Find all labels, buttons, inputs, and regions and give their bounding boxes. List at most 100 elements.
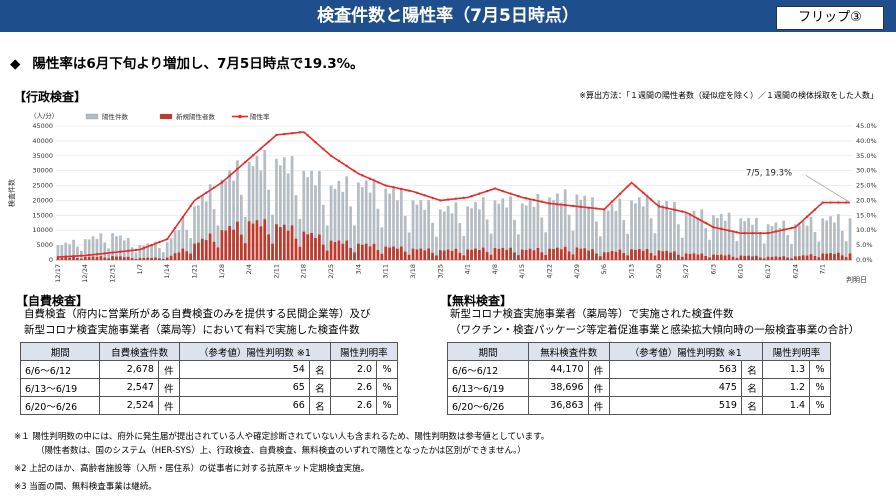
rate-point [735, 231, 739, 234]
y-unit-label: （人/分） [30, 111, 58, 120]
y-tick-label: 0 [49, 256, 53, 264]
positive-bar [119, 256, 122, 260]
positive-bar [474, 248, 477, 260]
positive-bar [653, 255, 657, 260]
rate-point [290, 132, 294, 135]
cell-count: 2,547 [99, 378, 159, 397]
positive-bar [228, 226, 232, 260]
test-bar [790, 243, 793, 260]
x-tick-label: 1/21 [190, 264, 198, 279]
test-bar [181, 217, 185, 260]
test-bar [649, 218, 653, 260]
test-bar [442, 211, 446, 260]
y-tick-label: 35000 [32, 152, 53, 160]
positive-bar [247, 221, 251, 260]
rate-point [688, 213, 692, 216]
positive-bar [197, 242, 200, 260]
positive-bar [216, 247, 220, 260]
rate-point [111, 251, 114, 254]
positive-bar [126, 256, 130, 260]
test-bar [556, 193, 559, 260]
test-bar [470, 208, 473, 260]
test-bar [575, 194, 579, 260]
test-bar [380, 227, 384, 260]
test-bar [688, 215, 692, 260]
test-bar [208, 184, 212, 260]
positive-bar [559, 249, 563, 260]
test-bar [239, 194, 243, 260]
positive-bar [115, 256, 118, 260]
test-bar [72, 239, 75, 260]
rate-point [251, 154, 255, 157]
rate-point [556, 203, 559, 206]
positive-bar [298, 246, 302, 260]
test-bar [825, 220, 829, 260]
y2-tick-label: 25.0% [856, 182, 877, 190]
test-bar [797, 225, 801, 260]
test-bar [493, 200, 497, 260]
positive-bar [310, 232, 313, 260]
test-bar [762, 243, 766, 260]
y-tick-label: 25000 [32, 182, 53, 190]
positive-bar [341, 243, 345, 260]
test-bar [310, 170, 313, 260]
test-bar [848, 218, 852, 260]
test-bar [368, 192, 372, 260]
positive-bar [805, 255, 809, 260]
positive-bar [271, 243, 274, 260]
positive-bar [364, 243, 368, 260]
test-bar [372, 178, 376, 260]
cell-unit: 件 [587, 396, 610, 415]
test-bar [364, 180, 368, 260]
positive-bar [134, 258, 138, 260]
positive-bar [520, 249, 524, 260]
diamond-icon: ◆ [10, 56, 21, 72]
rate-point [283, 132, 286, 136]
rate-point [244, 160, 247, 164]
test-bar [528, 198, 532, 260]
free-desc-line2: （ワクチン・検査パッケージ等定着促進事業と感染拡大傾向時の一般検査事業の合計） [450, 324, 860, 336]
test-bar [376, 208, 380, 260]
test-bar [68, 244, 72, 260]
test-bar [665, 201, 669, 260]
rate-point [743, 232, 746, 235]
test-bar [60, 245, 64, 260]
positive-bar [275, 224, 278, 260]
method-note: ※算出方法：「１週間の陽性者数（疑似症を除く）／１週間の検体採取をした人数」 [579, 91, 878, 100]
test-bar [563, 189, 567, 260]
y-tick-label: 30000 [32, 167, 53, 175]
positive-bar [684, 253, 688, 260]
rate-point [259, 147, 263, 150]
x-tick-label: 5/6 [600, 264, 608, 274]
positive-bar [700, 253, 704, 260]
test-bar [130, 247, 134, 260]
positive-bar [357, 243, 360, 260]
positive-bar [173, 253, 177, 260]
test-bar [755, 217, 758, 260]
flip-badge: フリップ③ [776, 6, 884, 30]
rate-point [275, 133, 278, 137]
x-tick-label: 12/17 [54, 264, 62, 283]
test-bar [489, 233, 493, 260]
cell-unit: 件 [157, 396, 180, 415]
positive-bar [458, 252, 462, 260]
positive-bar [614, 251, 618, 260]
y2-tick-label: 20.0% [856, 196, 877, 204]
test-bar [318, 171, 321, 260]
cell-count: 2,678 [99, 360, 159, 379]
table-row: 6/20～6/26 2,524 件 66 名 2.6 % [19, 396, 398, 415]
header-bar [0, 0, 896, 32]
rate-point [306, 134, 309, 137]
rate-point [119, 250, 122, 253]
legend-label: 陽性件数 [102, 112, 129, 121]
test-bar [115, 236, 118, 260]
positive-bar [497, 248, 501, 260]
rate-point [751, 232, 754, 235]
test-bar [774, 222, 778, 260]
table-header-row: 期間 自費検査件数 （参考値）陽性判明数 ※1 陽性判明率 [19, 342, 399, 361]
positive-bar [645, 248, 649, 260]
test-bar [739, 218, 743, 260]
test-bar [278, 165, 282, 260]
positive-bar [544, 254, 548, 260]
y2-tick-label: 10.0% [856, 226, 877, 234]
